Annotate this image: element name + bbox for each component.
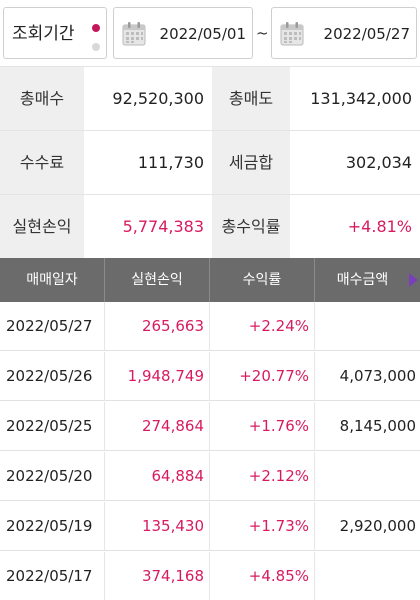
period-dot-inactive xyxy=(92,43,100,51)
total-return-value: +4.81% xyxy=(347,217,412,236)
period-dot-active xyxy=(92,24,100,32)
return-rate: +2.12% xyxy=(210,452,315,500)
fee-label: 수수료 xyxy=(0,131,84,194)
total-sell-label: 총매도 xyxy=(212,67,290,130)
total-return-label: 총수익률 xyxy=(212,195,290,258)
realized-pl-label: 실현손익 xyxy=(0,195,84,258)
table-header: 매매일자 실현손익 수익률 매수금액 xyxy=(0,258,420,302)
column-header-realized-pl[interactable]: 실현손익 xyxy=(105,258,210,302)
summary-row: 실현손익 5,774,383 총수익률 +4.81% xyxy=(0,194,420,258)
return-rate: +1.76% xyxy=(210,402,315,450)
period-bar: 조회기간 2022/05/01 ~ xyxy=(0,0,420,66)
trade-table: 2022/05/27 265,663 +2.24% 2022/05/26 1,9… xyxy=(0,302,420,600)
trade-date: 2022/05/26 xyxy=(0,352,105,400)
summary-row: 수수료 111,730 세금합 302,034 xyxy=(0,130,420,194)
buy-amount: 4,073,000 xyxy=(339,367,416,385)
period-label: 조회기간 xyxy=(12,24,75,44)
buy-amount: 2,920,000 xyxy=(339,517,416,535)
buy-amount xyxy=(315,302,420,350)
column-header-return-rate[interactable]: 수익률 xyxy=(210,258,315,302)
realized-pl: 265,663 xyxy=(105,302,210,350)
buy-amount xyxy=(315,452,420,500)
trade-date: 2022/05/27 xyxy=(0,302,105,350)
start-date-value: 2022/05/01 xyxy=(159,25,246,43)
table-row[interactable]: 2022/05/27 265,663 +2.24% xyxy=(0,302,420,351)
tax-value: 302,034 xyxy=(345,153,412,172)
return-rate: +1.73% xyxy=(210,502,315,550)
trade-date: 2022/05/17 xyxy=(0,552,105,600)
calendar-icon xyxy=(280,22,304,46)
realized-pl-value: 5,774,383 xyxy=(122,217,204,236)
trade-date: 2022/05/19 xyxy=(0,502,105,550)
return-rate: +4.85% xyxy=(210,552,315,600)
period-selector[interactable]: 조회기간 xyxy=(3,7,107,59)
return-rate: +20.77% xyxy=(210,352,315,400)
column-header-buy-amount[interactable]: 매수금액 xyxy=(336,272,389,288)
realized-pl: 135,430 xyxy=(105,502,210,550)
scroll-right-icon[interactable] xyxy=(409,273,418,287)
realized-pl: 374,168 xyxy=(105,552,210,600)
summary-panel: 총매수 92,520,300 총매도 131,342,000 수수료 111,7… xyxy=(0,66,420,258)
calendar-icon xyxy=(122,22,146,46)
table-row[interactable]: 2022/05/17 374,168 +4.85% xyxy=(0,552,420,600)
table-row[interactable]: 2022/05/26 1,948,749 +20.77% 4,073,000 xyxy=(0,352,420,401)
end-date-value: 2022/05/27 xyxy=(323,25,410,43)
start-date-field[interactable]: 2022/05/01 xyxy=(113,7,253,59)
summary-row: 총매수 92,520,300 총매도 131,342,000 xyxy=(0,66,420,130)
table-row[interactable]: 2022/05/19 135,430 +1.73% 2,920,000 xyxy=(0,502,420,551)
column-header-date[interactable]: 매매일자 xyxy=(0,258,105,302)
return-rate: +2.24% xyxy=(210,302,315,350)
total-sell-value: 131,342,000 xyxy=(310,89,412,108)
buy-amount: 8,145,000 xyxy=(339,417,416,435)
realized-pl: 1,948,749 xyxy=(105,352,210,400)
realized-pl: 274,864 xyxy=(105,402,210,450)
date-range-separator: ~ xyxy=(256,24,269,42)
table-row[interactable]: 2022/05/25 274,864 +1.76% 8,145,000 xyxy=(0,402,420,451)
trade-date: 2022/05/25 xyxy=(0,402,105,450)
end-date-field[interactable]: 2022/05/27 xyxy=(271,7,417,59)
total-buy-value: 92,520,300 xyxy=(112,89,204,108)
tax-label: 세금합 xyxy=(212,131,290,194)
trade-date: 2022/05/20 xyxy=(0,452,105,500)
realized-pl: 64,884 xyxy=(105,452,210,500)
fee-value: 111,730 xyxy=(137,153,204,172)
table-row[interactable]: 2022/05/20 64,884 +2.12% xyxy=(0,452,420,501)
buy-amount xyxy=(315,552,420,600)
total-buy-label: 총매수 xyxy=(0,67,84,130)
